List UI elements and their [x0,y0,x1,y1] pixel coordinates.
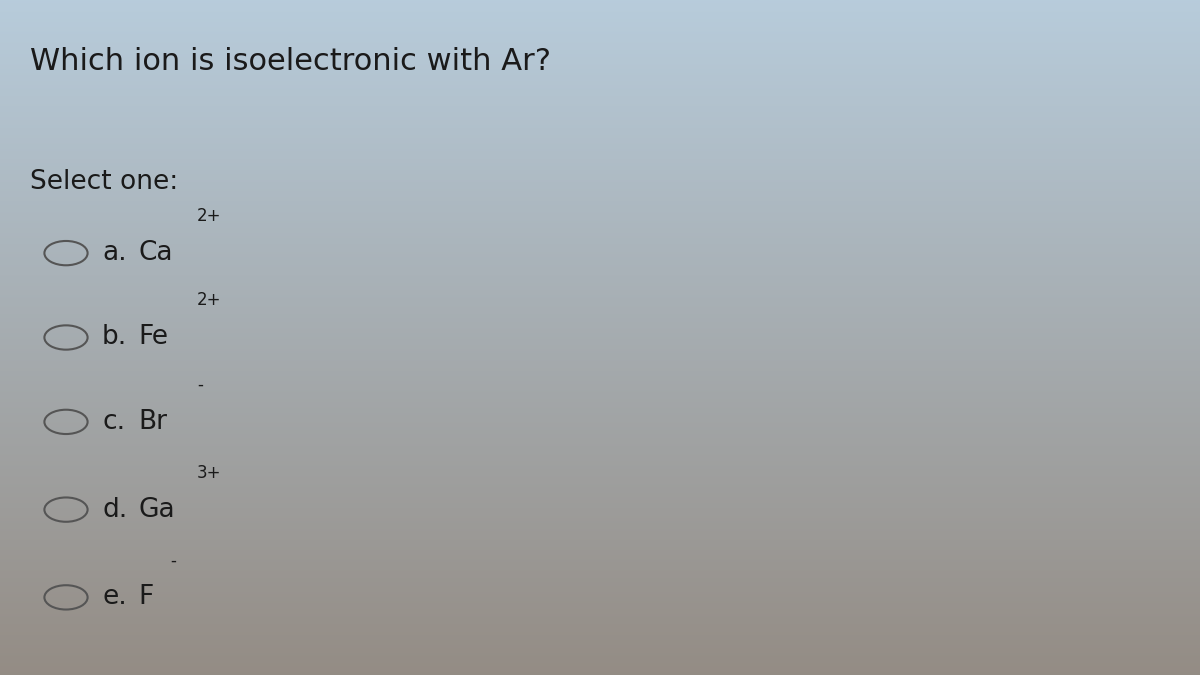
Text: 3+: 3+ [197,464,221,481]
Text: -: - [170,551,176,569]
Text: F: F [138,585,154,610]
Text: d.: d. [102,497,127,522]
Text: c.: c. [102,409,125,435]
Text: b.: b. [102,325,127,350]
Text: Ga: Ga [138,497,175,522]
Text: Select one:: Select one: [30,169,179,195]
Text: a.: a. [102,240,127,266]
Text: Fe: Fe [138,325,168,350]
Text: Br: Br [138,409,167,435]
Text: 2+: 2+ [197,292,221,309]
Text: 2+: 2+ [197,207,221,225]
Text: Ca: Ca [138,240,173,266]
Text: Which ion is isoelectronic with Ar?: Which ion is isoelectronic with Ar? [30,47,551,76]
Text: -: - [197,376,203,394]
Text: e.: e. [102,585,127,610]
